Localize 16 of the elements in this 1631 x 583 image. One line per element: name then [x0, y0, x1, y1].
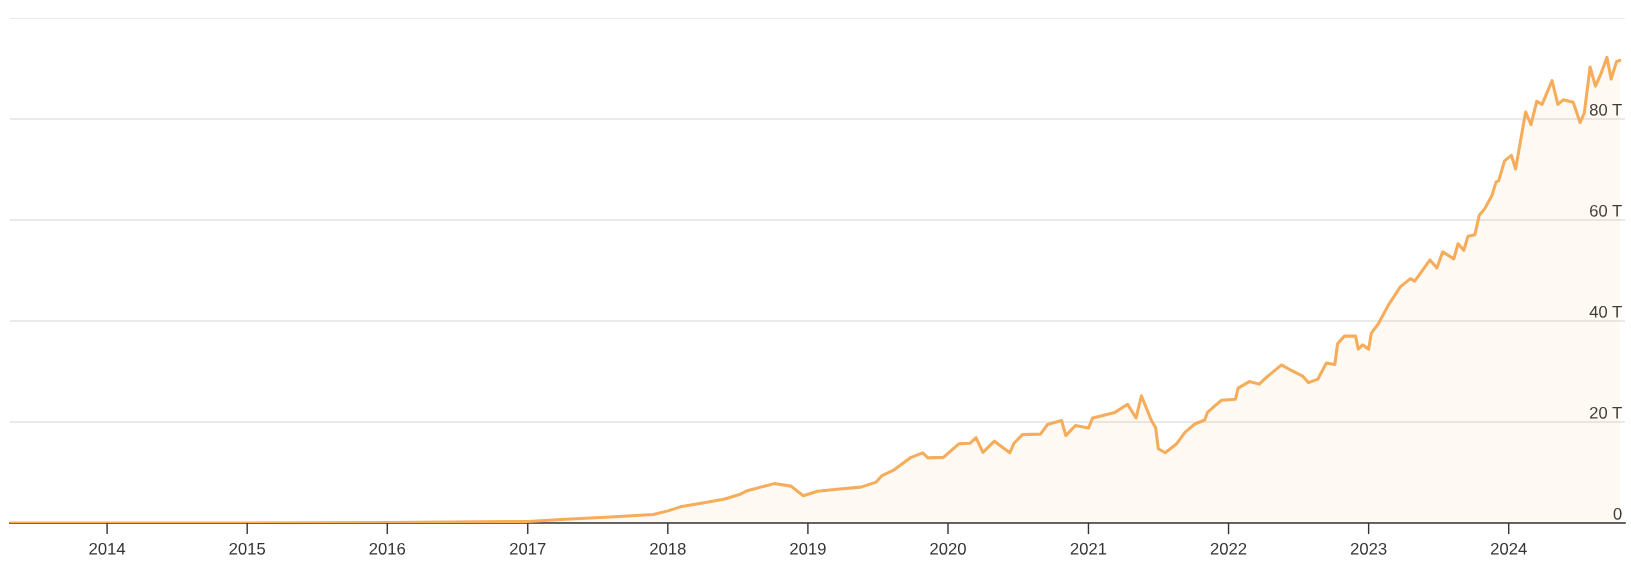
y-tick-label: 80 T: [1589, 103, 1622, 116]
y-tick-label: 20 T: [1590, 406, 1622, 419]
x-tick-label: 2014: [89, 542, 126, 555]
x-tick-label: 2018: [650, 542, 686, 555]
x-tick-label: 2015: [229, 542, 266, 555]
x-tick-label: 2016: [369, 542, 406, 555]
x-tick-label: 2024: [1491, 542, 1527, 555]
y-tick-label: 0: [1613, 507, 1622, 520]
y-tick-label: 40 T: [1589, 305, 1622, 318]
x-tick-label: 2021: [1070, 542, 1107, 555]
x-tick-label: 2020: [930, 542, 966, 555]
x-tick-label: 2022: [1210, 542, 1247, 555]
y-tick-label: 60 T: [1590, 204, 1622, 217]
x-tick-label: 2023: [1350, 542, 1387, 555]
x-tick-label: 2017: [510, 542, 546, 555]
x-tick-label: 2019: [790, 542, 826, 555]
